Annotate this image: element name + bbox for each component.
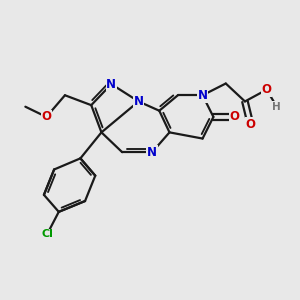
Text: O: O	[245, 118, 256, 131]
Text: O: O	[230, 110, 239, 123]
Text: O: O	[262, 83, 272, 96]
Text: H: H	[272, 102, 281, 112]
Text: Cl: Cl	[41, 230, 53, 239]
Text: N: N	[134, 95, 144, 108]
Text: O: O	[41, 110, 51, 123]
Text: N: N	[198, 89, 208, 102]
Text: N: N	[147, 146, 157, 159]
Text: N: N	[106, 78, 116, 91]
